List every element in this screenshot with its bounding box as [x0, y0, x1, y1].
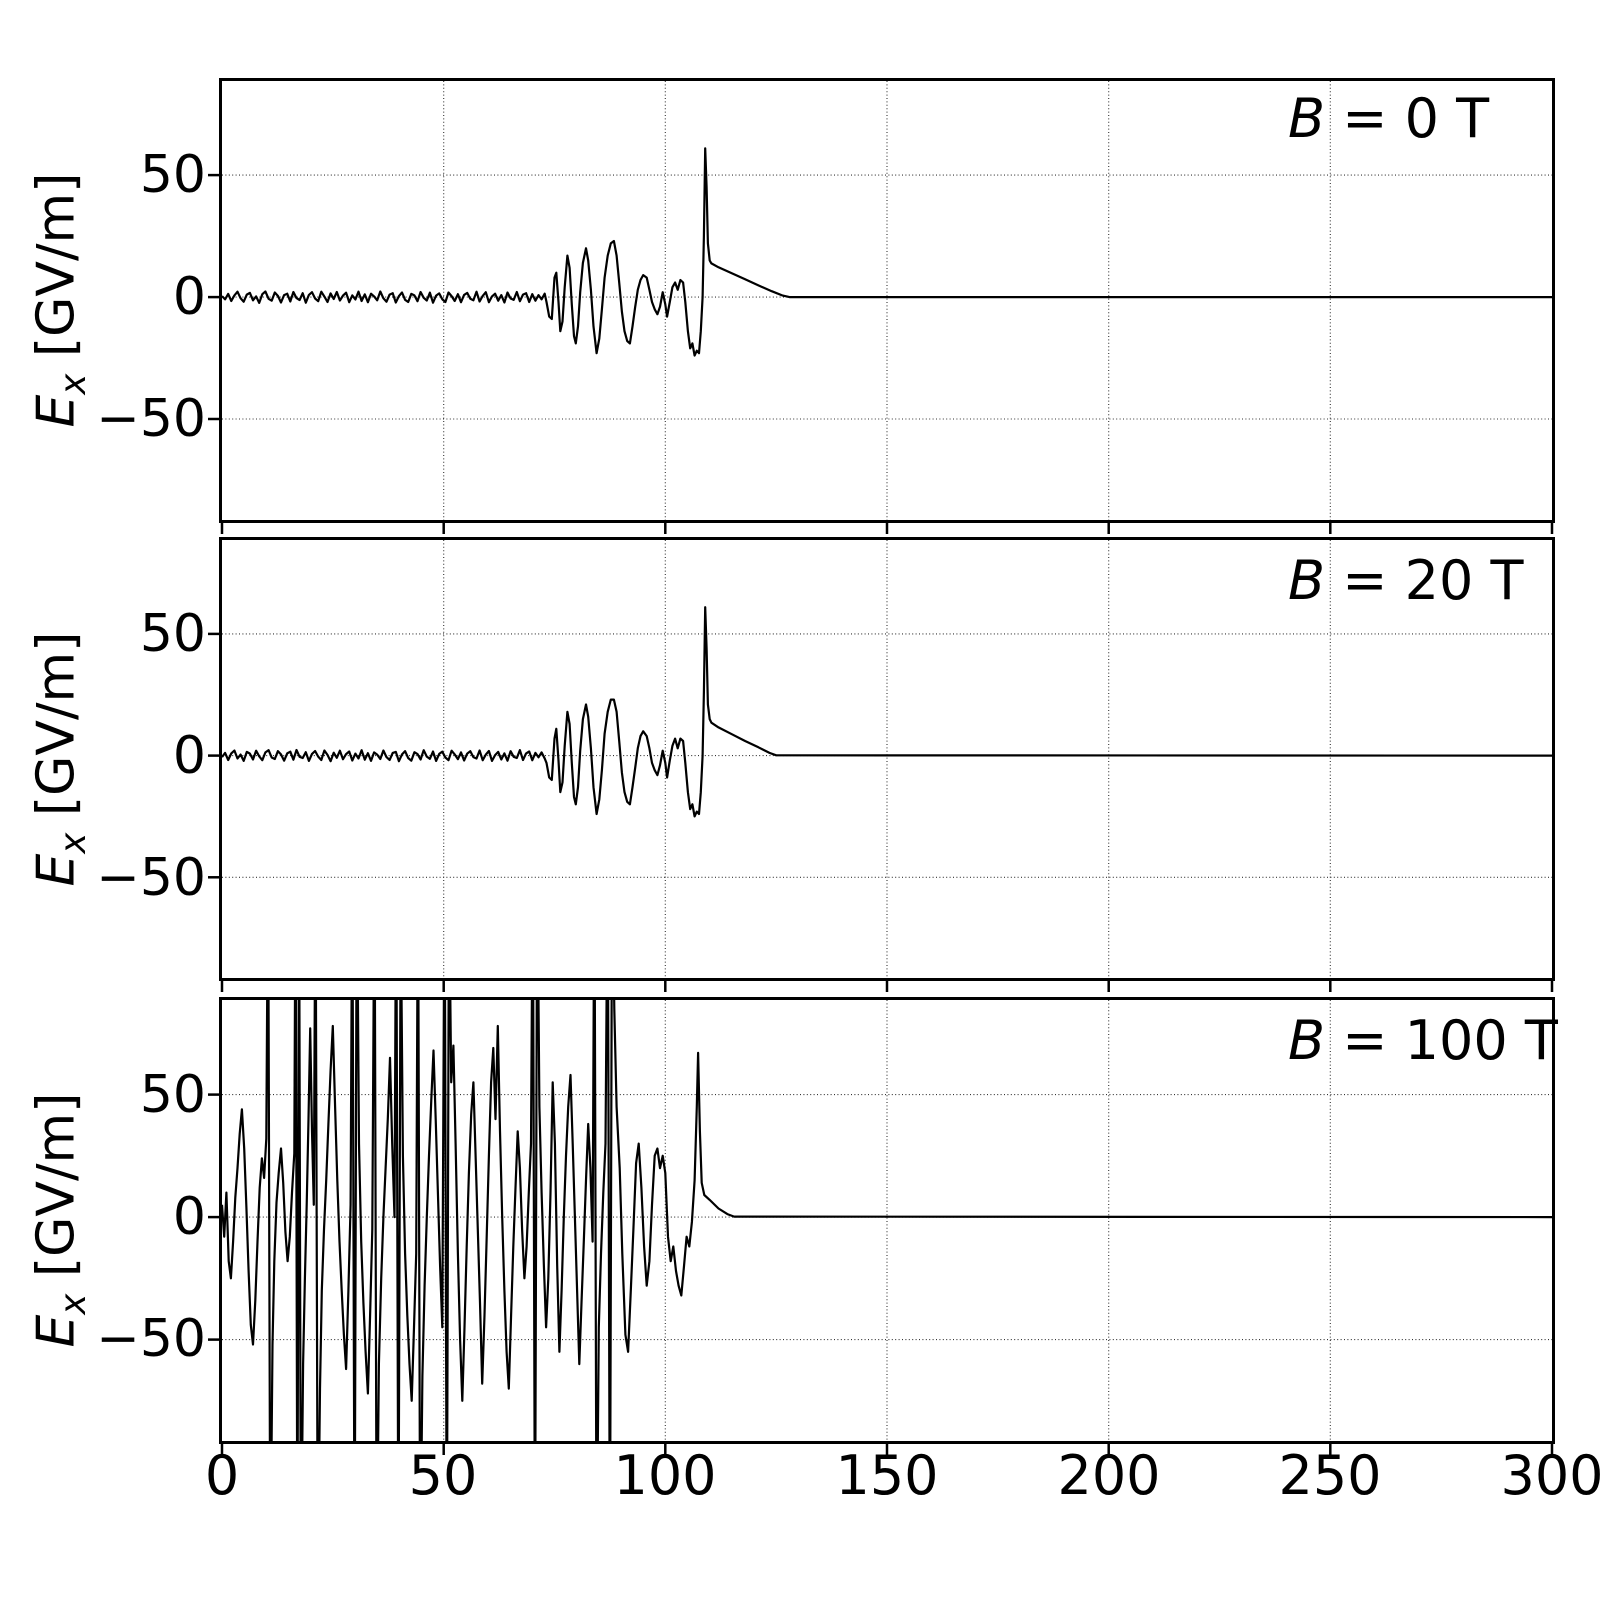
- subplot-b20: [208, 537, 1555, 992]
- xtick-label: 150: [835, 1444, 939, 1507]
- ytick-label: 0: [172, 1187, 206, 1247]
- b-value: = 0 T: [1325, 87, 1490, 150]
- ytick-label: 0: [172, 726, 206, 786]
- y-axis-label: Ex [GV/m]: [26, 631, 95, 887]
- b-value: = 100 T: [1325, 1009, 1558, 1072]
- panel-annotation-b20: B = 20 T: [1288, 549, 1524, 612]
- b-symbol: B: [1288, 549, 1326, 612]
- xtick-label: 0: [204, 1444, 240, 1507]
- subplot-b0: [208, 78, 1555, 534]
- xtick-label: 100: [613, 1444, 717, 1507]
- ytick-label: −50: [96, 1309, 206, 1369]
- xtick-label: 250: [1278, 1444, 1382, 1507]
- panel-annotation-b0: B = 0 T: [1288, 87, 1490, 150]
- ytick-label: 50: [139, 145, 206, 205]
- xtick-label: 200: [1057, 1444, 1161, 1507]
- xtick-label: 50: [408, 1444, 478, 1507]
- panel-annotation-b100: B = 100 T: [1288, 1009, 1558, 1072]
- b-symbol: B: [1288, 87, 1326, 150]
- ytick-label: 50: [139, 604, 206, 664]
- subplot-b100: [208, 997, 1555, 1455]
- b-value: = 20 T: [1325, 549, 1524, 612]
- xtick-label: 300: [1500, 1444, 1600, 1507]
- ytick-label: 50: [139, 1065, 206, 1125]
- subplot-b20-plot: [208, 540, 1554, 992]
- subplot-b0-plot: [208, 81, 1554, 534]
- subplot-b100-plot: [208, 1000, 1554, 1455]
- ytick-label: 0: [172, 267, 206, 327]
- b-symbol: B: [1288, 1009, 1326, 1072]
- ytick-label: −50: [96, 389, 206, 449]
- y-axis-label: Ex [GV/m]: [26, 172, 95, 428]
- y-axis-label: Ex [GV/m]: [26, 1092, 95, 1348]
- ytick-label: −50: [96, 848, 206, 908]
